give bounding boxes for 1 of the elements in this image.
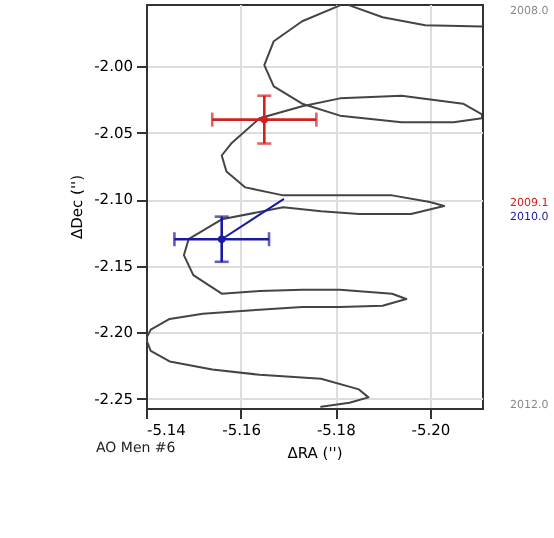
line-series [348, 4, 482, 28]
